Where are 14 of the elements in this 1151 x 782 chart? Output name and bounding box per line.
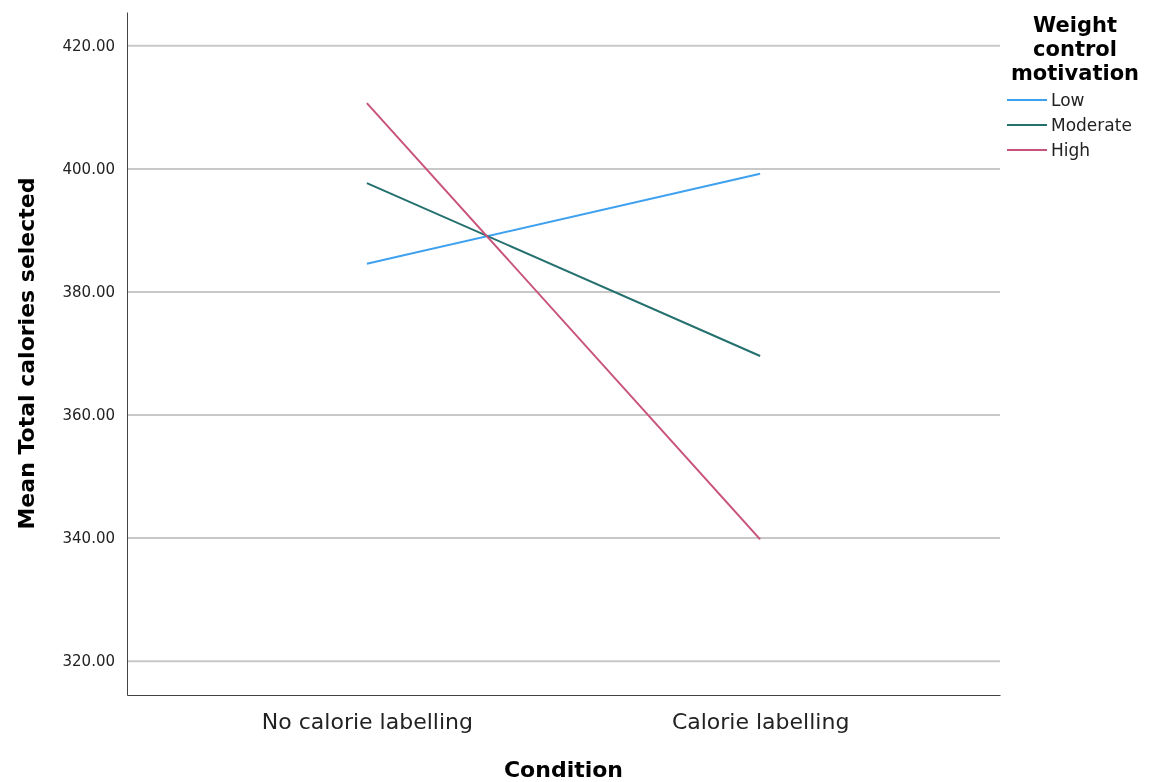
y-tick-label: 420.00	[62, 37, 115, 56]
y-tick-label: 360.00	[62, 406, 115, 425]
x-tick-label: Calorie labelling	[671, 708, 850, 734]
y-tick-label: 400.00	[62, 160, 115, 179]
legend-title: Weight control motivation	[1010, 13, 1140, 85]
x-tick-label: No calorie labelling	[261, 708, 473, 734]
x-axis-title: Condition	[503, 757, 624, 782]
y-tick-label: 380.00	[62, 283, 115, 302]
legend-label: Low	[1051, 90, 1085, 110]
y-axis-title: Mean Total calories selected	[14, 177, 39, 530]
y-tick-label: 320.00	[62, 652, 115, 671]
legend-label: Moderate	[1051, 115, 1132, 135]
legend-label: High	[1051, 140, 1091, 160]
y-tick-label: 340.00	[62, 529, 115, 548]
